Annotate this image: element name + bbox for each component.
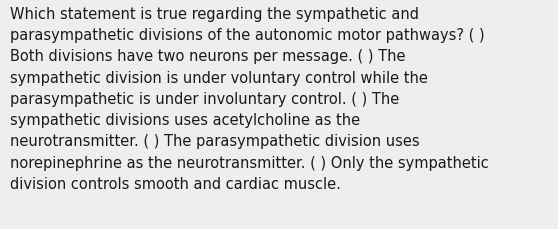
Text: Which statement is true regarding the sympathetic and
parasympathetic divisions : Which statement is true regarding the sy… (10, 7, 489, 191)
